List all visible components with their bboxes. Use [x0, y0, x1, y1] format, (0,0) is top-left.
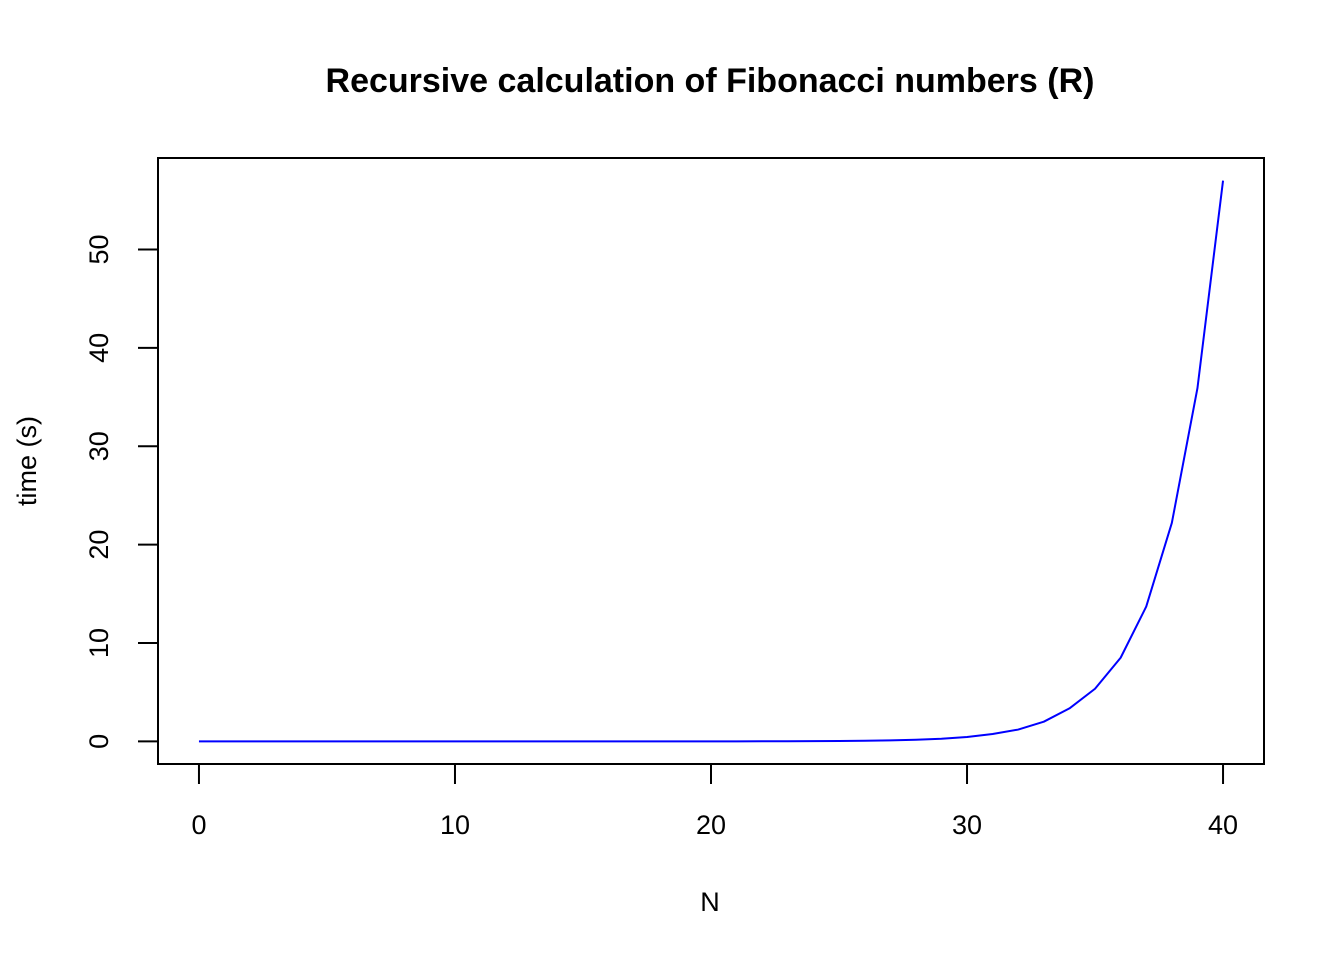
x-tick-label: 0 — [191, 810, 206, 840]
series-line — [198, 180, 1225, 743]
x-axis-label: N — [700, 887, 720, 917]
x-tick-label: 20 — [696, 810, 726, 840]
y-tick-label: 10 — [84, 628, 114, 658]
y-tick-label: 20 — [84, 530, 114, 560]
x-tick-label: 30 — [952, 810, 982, 840]
y-axis: 0 10 20 30 40 50 — [84, 234, 159, 749]
y-tick-label: 50 — [84, 234, 114, 264]
y-tick-label: 40 — [84, 333, 114, 363]
y-tick-label: 0 — [84, 734, 114, 749]
y-tick-label: 30 — [84, 431, 114, 461]
x-tick-label: 40 — [1208, 810, 1238, 840]
chart-title: Recursive calculation of Fibonacci numbe… — [326, 62, 1095, 100]
plot-frame — [157, 157, 1265, 765]
x-axis: 0 10 20 30 40 — [191, 763, 1238, 840]
y-axis-label: time (s) — [12, 416, 42, 506]
series-group — [198, 180, 1225, 743]
x-tick-label: 10 — [440, 810, 470, 840]
